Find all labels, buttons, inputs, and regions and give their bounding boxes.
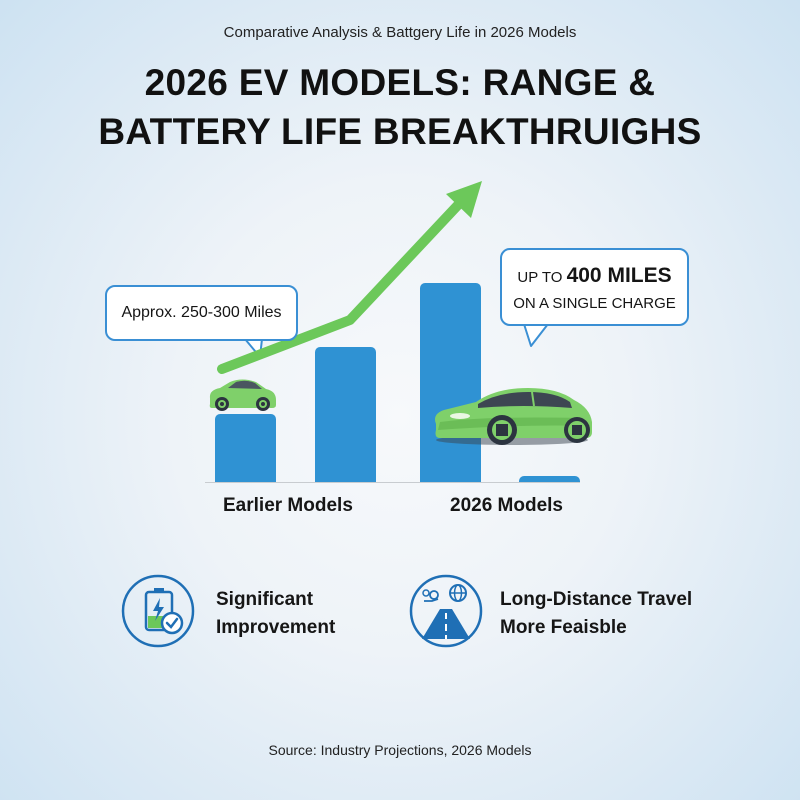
callout-line-2: ON A SINGLE CHARGE <box>513 295 676 312</box>
car-icon-small <box>209 379 276 411</box>
title-line-2: BATTERY LIFE BREAKTHRUIGHS <box>98 111 702 152</box>
battery-check-icon <box>121 574 195 648</box>
x-label-earlier: Earlier Models <box>223 495 353 516</box>
callout-2026-range: UP TO 400 MILES ON A SINGLE CHARGE <box>500 248 689 326</box>
bar-earlier-2 <box>315 347 376 482</box>
feature-1-line-2: Improvement <box>216 617 336 638</box>
callout-prefix: UP TO <box>517 269 567 286</box>
callout-earlier-range: Approx. 250-300 Miles <box>105 285 298 341</box>
subtitle: Comparative Analysis & Battgery Life in … <box>223 24 577 41</box>
car-icon-large <box>435 388 592 445</box>
feature-significant-improvement: Significant Improvement <box>216 586 335 642</box>
source-note: Source: Industry Projections, 2026 Model… <box>268 742 532 758</box>
feature-long-distance-travel: Long-Distance Travel More Feaisble <box>500 586 692 642</box>
feature-2-line-1: Long-Distance Travel <box>500 589 693 610</box>
bar-2026-1 <box>420 283 481 482</box>
bar-earlier-1 <box>215 414 276 482</box>
page-title: 2026 EV MODELS: RANGE & BATTERY LIFE BRE… <box>0 58 800 156</box>
x-label-2026: 2026 Models <box>450 495 563 516</box>
callout-highlight: 400 MILES <box>566 264 672 287</box>
trend-arrow-icon <box>217 181 482 374</box>
title-line-1: 2026 EV MODELS: RANGE & <box>144 62 656 103</box>
road-globe-icon <box>409 574 483 648</box>
x-axis-baseline <box>205 482 580 483</box>
feature-1-line-1: Significant <box>216 589 314 610</box>
bar-2026-2 <box>519 476 580 482</box>
feature-2-line-2: More Feaisble <box>500 617 627 638</box>
